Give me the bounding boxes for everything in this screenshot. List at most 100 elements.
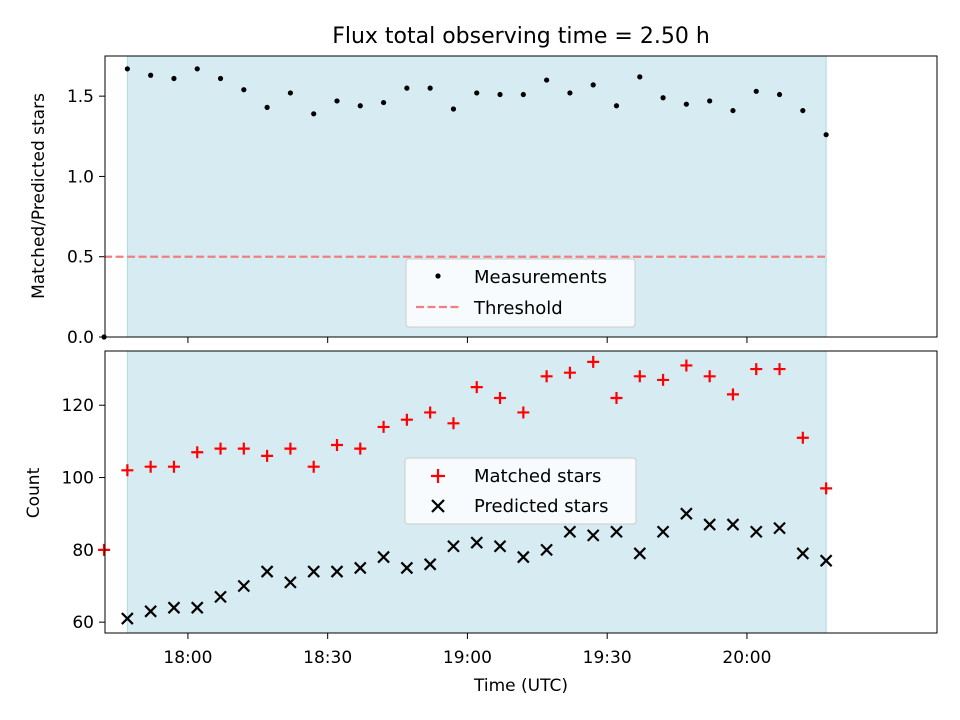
predicted-star-point: [400, 561, 414, 575]
predicted-star-point: [726, 518, 740, 531]
matched-star-point: [447, 417, 460, 430]
matched-star-point: [307, 460, 320, 473]
predicted-star-point: [284, 576, 297, 589]
legend-label-measurements: Measurements: [474, 267, 607, 288]
matched-star-point: [191, 446, 204, 459]
predicted-star-point: [470, 536, 484, 549]
measurement-point: [357, 103, 363, 109]
matched-star-point: [610, 392, 623, 404]
predicted-star-point: [819, 554, 833, 567]
count-ytick-label: 120: [62, 396, 94, 416]
measurement-point: [241, 87, 247, 93]
measurement-point: [171, 75, 177, 82]
count-ytick-label: 100: [62, 469, 94, 489]
matched-star-point: [470, 381, 483, 394]
ratio-ytick-label: 0.0: [67, 328, 94, 348]
legend-marker-predicted: [431, 499, 445, 513]
matched-star-point: [820, 482, 833, 495]
measurement-point: [287, 90, 294, 96]
predicted-star-point: [121, 612, 134, 625]
measurement-point: [567, 90, 573, 96]
matched-star-point: [517, 406, 530, 419]
measurement-point: [497, 91, 503, 98]
count-ytick-label: 80: [72, 541, 94, 561]
matched-star-point: [121, 464, 134, 477]
measurement-point: [404, 85, 410, 91]
xtick-label: 18:30: [303, 648, 352, 668]
matched-star-point: [540, 370, 553, 383]
matched-star-point: [284, 442, 297, 455]
predicted-star-point: [517, 550, 530, 564]
ratio-ylabel: Matched/Predicted stars: [29, 93, 49, 299]
matched-star-point: [750, 363, 763, 376]
ratio-ytick-label: 1.0: [67, 167, 94, 187]
predicted-star-point: [656, 525, 670, 539]
matched-star-point: [726, 388, 739, 401]
measurement-point: [590, 82, 596, 88]
matched-star-point: [377, 420, 390, 433]
legend-marker-matched: [431, 469, 445, 483]
ratio-panel-frame: [104, 55, 938, 338]
matched-star-point: [354, 442, 367, 455]
predicted-star-point: [144, 605, 157, 618]
predicted-star-point: [260, 565, 274, 578]
measurement-point: [730, 107, 736, 114]
measurement-point: [753, 88, 759, 94]
count-ylabel: Count: [24, 467, 44, 518]
matched-star-point: [261, 449, 274, 462]
matched-star-point: [633, 370, 646, 383]
count-legend: Matched stars Predicted stars: [404, 457, 637, 525]
matched-star-point: [237, 442, 250, 455]
matched-star-point: [214, 442, 227, 455]
predicted-star-point: [703, 518, 716, 531]
predicted-star-point: [749, 525, 763, 539]
measurement-point: [311, 111, 317, 117]
legend-label-threshold: Threshold: [473, 298, 563, 319]
measurement-point: [334, 98, 340, 104]
predicted-star-point: [167, 601, 181, 614]
matched-star-point: [703, 370, 716, 383]
matched-star-point: [494, 392, 507, 404]
matched-star-point: [563, 366, 576, 379]
predicted-star-point: [354, 561, 367, 575]
measurement-point: [194, 66, 200, 72]
count-panel: 60 80 100 120 18:00 18:30 19:00 19:30 20:00 Matc…: [24, 350, 938, 696]
predicted-star-point: [540, 543, 553, 557]
ratio-panel: 0.0 0.5 1.0 1.5 Measurements Threshold Matc…: [29, 55, 938, 348]
predicted-star-point: [330, 565, 344, 578]
measurement-point: [450, 106, 457, 112]
xtick-label: 18:00: [163, 648, 212, 668]
predicted-star-point: [307, 565, 320, 578]
measurement-point: [148, 72, 154, 78]
predicted-star-point: [190, 601, 204, 614]
matched-star-point: [424, 406, 437, 419]
predicted-star-point: [237, 579, 251, 593]
predicted-star-point: [214, 590, 227, 604]
measurement-point: [660, 95, 666, 101]
measurement-point: [776, 91, 783, 98]
measurement-point: [637, 74, 643, 80]
measurement-point: [217, 75, 224, 82]
ratio-ytick-label: 0.5: [67, 248, 94, 268]
predicted-star-point: [610, 525, 623, 539]
ratio-legend: Measurements Threshold: [405, 258, 636, 328]
predicted-star-point: [423, 558, 437, 571]
matched-star-point: [680, 359, 693, 372]
count-panel-frame: [104, 350, 938, 634]
measurement-point: [124, 66, 130, 72]
measurement-point: [800, 107, 806, 114]
xtick-label: 19:00: [443, 648, 492, 668]
legend-label-predicted: Predicted stars: [474, 496, 608, 517]
predicted-star-point: [586, 529, 600, 542]
matched-star-point: [587, 355, 600, 368]
legend-label-matched: Matched stars: [474, 466, 601, 487]
measurement-point: [520, 91, 526, 98]
matched-star-point: [796, 431, 809, 444]
measurement-point: [544, 77, 550, 83]
ratio-ytick-label: 1.5: [67, 87, 94, 107]
measurement-point: [823, 132, 829, 138]
measurement-point: [427, 85, 433, 91]
matched-star-point: [657, 373, 670, 386]
matched-star-point: [330, 439, 343, 451]
xlabel: Time (UTC): [473, 676, 568, 696]
